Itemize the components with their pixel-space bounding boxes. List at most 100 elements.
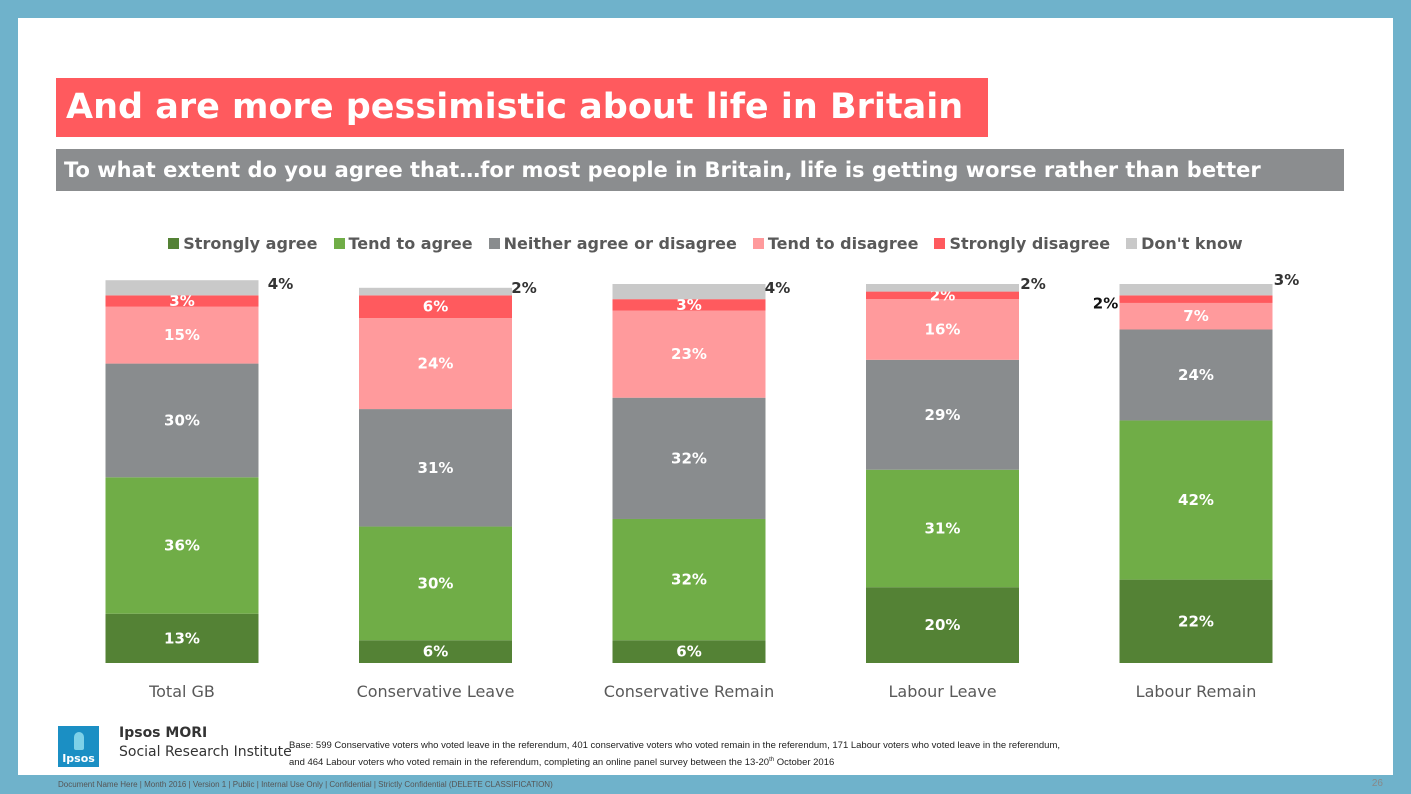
data-label: 6%	[423, 643, 448, 661]
title-banner: And are more pessimistic about life in B…	[56, 78, 988, 137]
stacked-bar-chart: 13% 36% 30% 15% 3% 4% Total GB 6% 30% 31% 24% 6% 2% C…	[105, 271, 1299, 701]
bar-segment-labour-remain-5	[1119, 284, 1273, 296]
bar-segment-conservative-leave-1	[359, 526, 512, 641]
data-label: 7%	[1183, 307, 1208, 325]
data-label: 32%	[671, 571, 707, 589]
bar-segment-conservative-leave-3	[359, 318, 512, 410]
data-label: 3%	[676, 296, 701, 314]
bar-segment-labour-remain-0	[1119, 579, 1273, 663]
bar-segment-labour-remain-4	[1119, 295, 1273, 303]
legend-swatch	[488, 237, 500, 249]
legend-item-strongly-agree: Strongly agree	[168, 230, 318, 256]
bar-segment-conservative-remain-4	[612, 299, 766, 311]
category-label: Labour Leave	[888, 682, 996, 701]
legend-label: Tend to disagree	[767, 233, 919, 253]
data-label: 23%	[671, 345, 707, 363]
data-label: 36%	[164, 537, 200, 555]
data-label: 31%	[925, 519, 961, 537]
data-label: 2%	[511, 279, 536, 297]
data-label: 3%	[1274, 271, 1299, 289]
data-label: 20%	[925, 616, 961, 634]
category-label: Total GB	[148, 682, 215, 701]
legend-label: Neither agree or disagree	[503, 233, 737, 253]
legend-item-don-t-know: Don't know	[1126, 230, 1243, 256]
bar-segment-labour-remain-2	[1119, 329, 1273, 421]
bar-segment-conservative-remain-2	[612, 397, 766, 519]
data-label: 16%	[925, 320, 961, 338]
data-label: 4%	[765, 279, 790, 297]
slide: And are more pessimistic about life in B…	[18, 18, 1393, 789]
data-label: 31%	[418, 459, 454, 477]
data-label: 6%	[423, 298, 448, 316]
legend-item-strongly-disagree: Strongly disagree	[934, 230, 1110, 256]
category-label: Conservative Leave	[357, 682, 515, 701]
legend-label: Strongly disagree	[949, 233, 1111, 253]
base-note-sup: th	[769, 757, 775, 763]
bar-segment-conservative-leave-2	[359, 409, 512, 527]
legend-item-neither-agree-or-disagree: Neither agree or disagree	[488, 230, 737, 256]
subtitle-banner: To what extent do you agree that…for mos…	[56, 149, 1344, 191]
bar-segment-labour-leave-4	[866, 291, 1019, 300]
data-label: 42%	[1178, 491, 1214, 509]
bar-segment-labour-leave-0	[866, 587, 1019, 663]
ipsos-figure-icon	[74, 732, 84, 750]
bar-segment-labour-leave-2	[866, 359, 1019, 470]
data-label: 2%	[1093, 294, 1118, 312]
legend-swatch	[752, 237, 764, 249]
data-label: 6%	[676, 643, 701, 661]
legend-swatch	[333, 237, 345, 249]
data-label: 30%	[164, 411, 200, 429]
legend-label: Strongly agree	[183, 233, 318, 253]
chart-legend: Strongly agree Tend to agree Neither agree…	[18, 230, 1393, 256]
data-label: 2%	[1020, 275, 1045, 293]
data-label: 24%	[418, 355, 454, 373]
bar-segment-labour-leave-3	[866, 299, 1019, 360]
bar-segment-total-gb-2	[105, 363, 259, 478]
page-number: 26	[1371, 778, 1383, 789]
data-label: 3%	[169, 292, 194, 310]
legend-item-tend-to-disagree: Tend to disagree	[752, 230, 919, 256]
data-label: 30%	[418, 574, 454, 592]
data-label: 32%	[671, 449, 707, 467]
footer-classification: Document Name Here | Month 2016 | Versio…	[58, 780, 553, 789]
data-label: 4%	[268, 275, 293, 293]
data-label: 22%	[1178, 612, 1214, 630]
bar-segment-labour-remain-3	[1119, 302, 1273, 330]
bar-segment-conservative-remain-1	[612, 518, 766, 641]
category-label: Conservative Remain	[604, 682, 774, 701]
bar-segment-conservative-remain-3	[612, 310, 766, 398]
brand-name: Ipsos MORI	[119, 725, 208, 741]
base-note-line2-end: October 2016	[774, 757, 835, 769]
bar-segment-total-gb-3	[105, 306, 259, 364]
logo-text: Ipsos	[62, 752, 95, 765]
bar-segment-conservative-leave-0	[359, 640, 512, 663]
question-text: To what extent do you agree that…for mos…	[64, 158, 1261, 182]
bar-segment-labour-leave-1	[866, 469, 1019, 588]
bar-segment-total-gb-0	[105, 613, 259, 663]
data-label: 29%	[925, 406, 961, 424]
legend-swatch	[934, 237, 946, 249]
legend-swatch	[1126, 237, 1138, 249]
bar-segment-total-gb-5	[105, 280, 259, 296]
legend-swatch	[168, 237, 180, 249]
page-title: And are more pessimistic about life in B…	[66, 87, 964, 127]
bar-segment-total-gb-1	[105, 477, 259, 614]
category-label: Labour Remain	[1136, 682, 1257, 701]
legend-label: Tend to agree	[348, 233, 473, 253]
base-note-line1: Base: 599 Conservative voters who voted …	[289, 740, 1060, 751]
bar-segment-total-gb-4	[105, 295, 259, 307]
base-note-line2: and 464 Labour voters who voted remain i…	[289, 757, 770, 769]
bar-segment-labour-remain-1	[1119, 420, 1273, 580]
bar-segment-conservative-remain-5	[612, 284, 766, 300]
bar-segment-conservative-leave-4	[359, 295, 512, 319]
bar-segment-labour-leave-5	[866, 284, 1019, 292]
data-label: 15%	[164, 326, 200, 344]
ipsos-logo: Ipsos	[58, 726, 99, 767]
base-note: Base: 599 Conservative voters who voted …	[289, 739, 1169, 770]
data-label: 13%	[164, 629, 200, 647]
legend-label: Don't know	[1141, 233, 1243, 253]
bar-segment-conservative-remain-0	[612, 640, 766, 663]
brand-subtitle: Social Research Institute	[119, 744, 292, 760]
data-label: 24%	[1178, 366, 1214, 384]
bar-segment-conservative-leave-5	[359, 287, 512, 296]
